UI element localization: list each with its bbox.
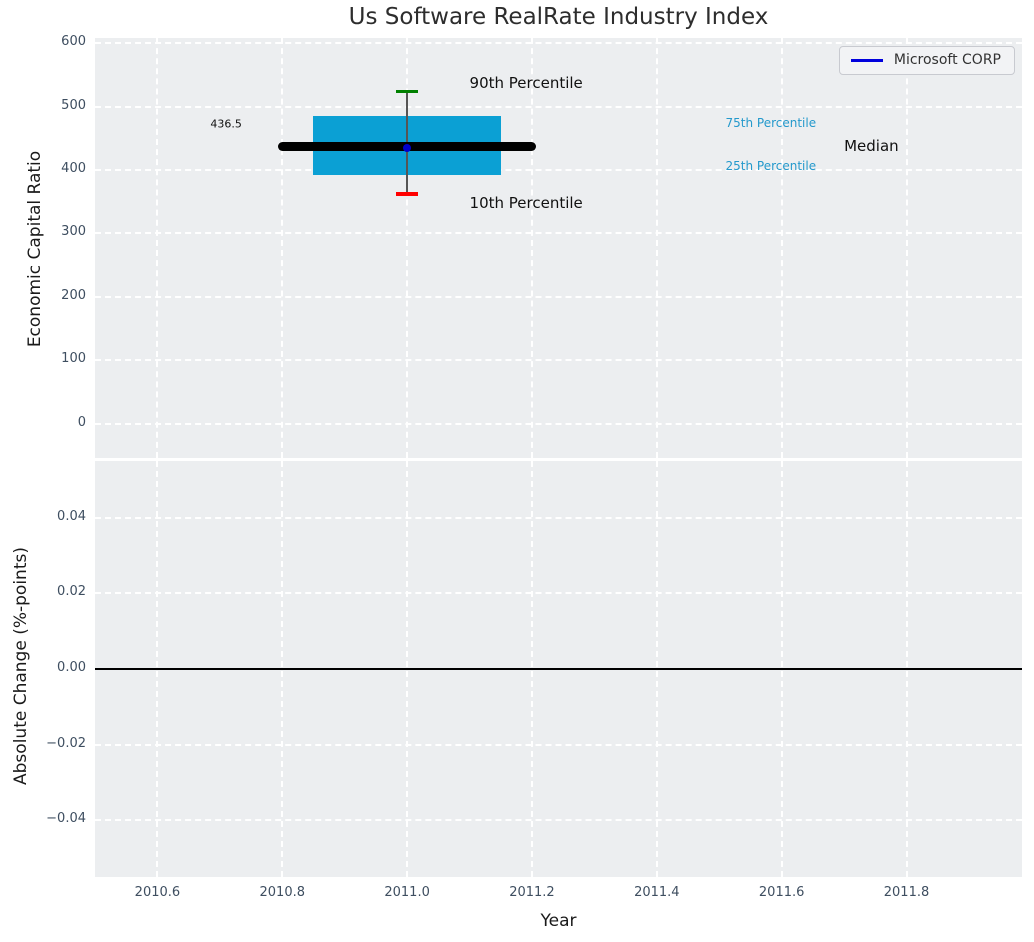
x-tick-label: 2011.6	[758, 885, 805, 900]
y-tick-label: 200	[61, 287, 86, 303]
y-tick-label: −0.04	[46, 811, 86, 827]
y-tick-label: 500	[61, 97, 86, 113]
company-marker	[403, 144, 412, 153]
x-tick-label: 2011.4	[634, 885, 680, 900]
annotation-75th-percentile: 75th Percentile	[725, 116, 817, 130]
y-tick-label: 0	[77, 414, 86, 430]
gridline-vertical	[655, 38, 658, 458]
y-tick-label: 0.02	[57, 584, 86, 600]
gridline-vertical	[905, 38, 908, 458]
y-tick-label: 100	[61, 351, 86, 367]
gridline-horizontal	[95, 295, 1022, 298]
whisker-cap-90th	[395, 89, 419, 94]
gridline-vertical	[156, 38, 159, 458]
legend: Microsoft CORP	[838, 46, 1015, 75]
gridline-horizontal	[95, 422, 1022, 425]
top-plot: Microsoft CORP 436.5 90th Percentile 10th …	[95, 38, 1022, 458]
gridline-vertical	[780, 38, 783, 458]
y-tick-label: −0.02	[46, 735, 86, 751]
gridline-horizontal	[95, 516, 1022, 519]
bottom-plot	[95, 461, 1022, 877]
annotation-25th-percentile: 25th Percentile	[725, 159, 817, 174]
x-tick-label: 2011.8	[883, 885, 930, 900]
gridline-vertical	[406, 38, 409, 458]
y-tick-label: 400	[61, 160, 86, 176]
x-tick-label: 2010.6	[134, 885, 181, 900]
gridline-horizontal	[95, 168, 1022, 171]
legend-label: Microsoft CORP	[893, 52, 1001, 68]
gridline-horizontal	[95, 232, 1022, 235]
y-tick-label: 0.00	[57, 660, 86, 675]
annotation-90th-percentile: 90th Percentile	[469, 74, 583, 93]
y-tick-label: 600	[61, 34, 86, 50]
gridline-horizontal	[95, 592, 1022, 595]
gridline-horizontal	[95, 819, 1022, 822]
x-tick-label: 2010.8	[259, 885, 306, 900]
annotation-median-value: 436.5	[210, 117, 242, 131]
gridline-horizontal	[95, 42, 1022, 45]
x-axis-label: Year	[540, 911, 577, 931]
y-tick-label: 300	[61, 224, 86, 240]
legend-line-sample	[850, 58, 883, 62]
whisker-cap-10th	[395, 192, 419, 196]
zero-line	[95, 668, 1022, 670]
chart-title: Us Software RealRate Industry Index	[348, 4, 769, 30]
gridline-vertical	[530, 38, 533, 458]
gridline-horizontal	[95, 743, 1022, 746]
annotation-median: Median	[844, 137, 899, 156]
gridline-vertical	[281, 38, 284, 458]
annotation-10th-percentile: 10th Percentile	[469, 193, 583, 212]
y-tick-label: 0.04	[57, 508, 86, 524]
y-axis-label-top: Economic Capital Ratio	[25, 150, 45, 348]
x-tick-label: 2011.2	[509, 885, 555, 900]
gridline-horizontal	[95, 359, 1022, 362]
x-tick-label: 2011.0	[384, 885, 430, 900]
gridline-horizontal	[95, 105, 1022, 108]
